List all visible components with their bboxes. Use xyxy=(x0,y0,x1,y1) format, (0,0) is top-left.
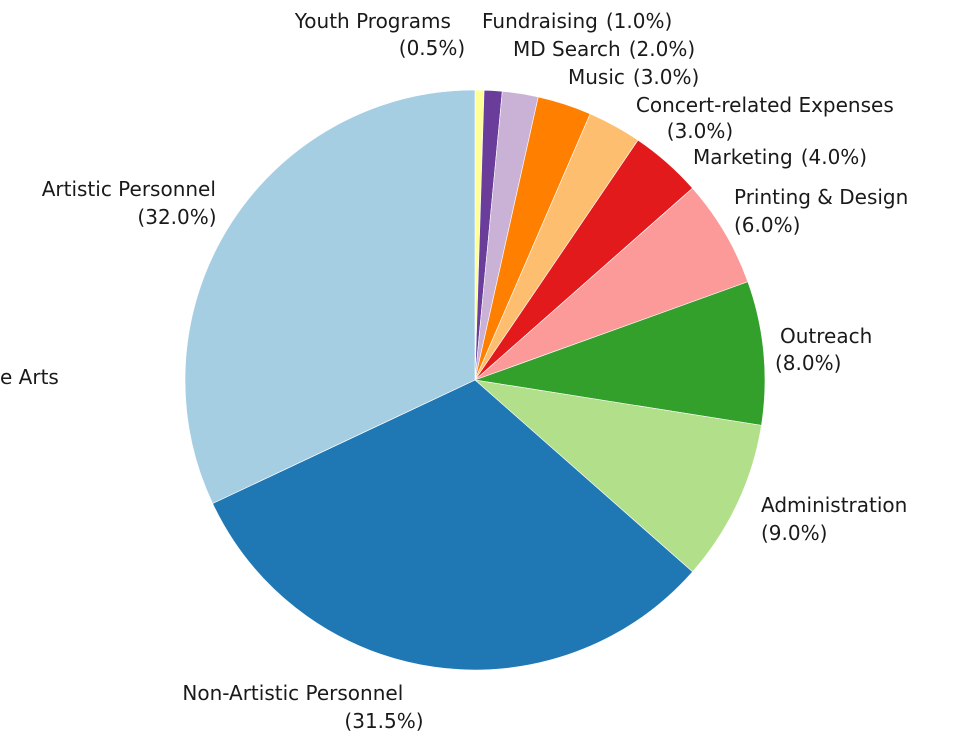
slice-label-partial: e Arts xyxy=(0,365,59,389)
slice-label-administration: Administration (9.0%) xyxy=(761,493,914,545)
pie-slice-outreach xyxy=(474,281,766,426)
slice-label-marketing: Marketing (4.0%) xyxy=(693,145,867,169)
slice-label-md-search: MD Search (2.0%) xyxy=(513,37,695,61)
pie-labels: Youth Programs (0.5%) Fundraising (1.0%) … xyxy=(0,9,915,733)
slice-label-youth-programs: Youth Programs (0.5%) xyxy=(294,9,465,60)
slice-label-non-artistic-personnel: Non-Artistic Personnel (31.5%) xyxy=(182,681,423,733)
slice-label-artistic-personnel: Artistic Personnel (32.0%) xyxy=(42,177,223,229)
slice-label-fundraising: Fundraising (1.0%) xyxy=(482,9,672,33)
pie-slice-non-artistic-personnel xyxy=(212,379,693,671)
slice-label-concert-related-expenses: Concert-related Expenses (3.0%) xyxy=(636,93,900,143)
pie-slice-administration xyxy=(474,379,762,573)
slice-label-music: Music (3.0%) xyxy=(568,65,699,89)
slice-label-printing-design: Printing & Design (6.0%) xyxy=(734,185,915,237)
pie-slice-artistic-personnel xyxy=(184,89,476,504)
slice-label-outreach: Outreach (8.0%) xyxy=(775,324,879,375)
pie-slices xyxy=(184,89,766,671)
